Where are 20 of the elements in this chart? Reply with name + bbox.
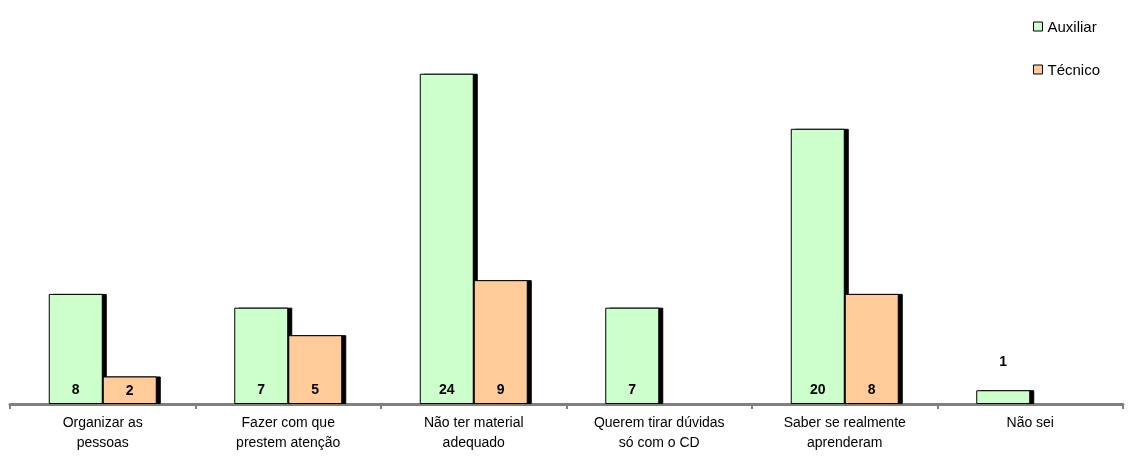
legend-label: Técnico	[1047, 61, 1101, 78]
legend-label: Auxiliar	[1047, 18, 1097, 35]
data-label: 7	[257, 381, 266, 397]
x-tick-label: Organizar as pessoas	[62, 414, 143, 450]
x-tick-label: Não ter material adequado	[423, 414, 524, 450]
data-label: 24	[438, 381, 455, 397]
data-label: 5	[311, 381, 320, 397]
data-label: 7	[628, 381, 637, 397]
data-label: 8	[71, 381, 80, 397]
x-tick-label: Saber se realmente aprenderam	[783, 414, 907, 450]
data-label: 2	[125, 382, 134, 399]
x-tick-label: Fazer com que prestem atenção	[236, 414, 341, 450]
data-label: 8	[867, 381, 876, 397]
data-label: 20	[809, 381, 826, 397]
bar	[976, 390, 1031, 404]
bar	[605, 307, 660, 404]
data-label: 1	[999, 353, 1008, 370]
x-tick-label: Querem tirar dúvidas só com o CD	[593, 414, 725, 450]
data-label: 9	[496, 381, 505, 397]
x-tick-label: Não sei	[1006, 414, 1054, 430]
